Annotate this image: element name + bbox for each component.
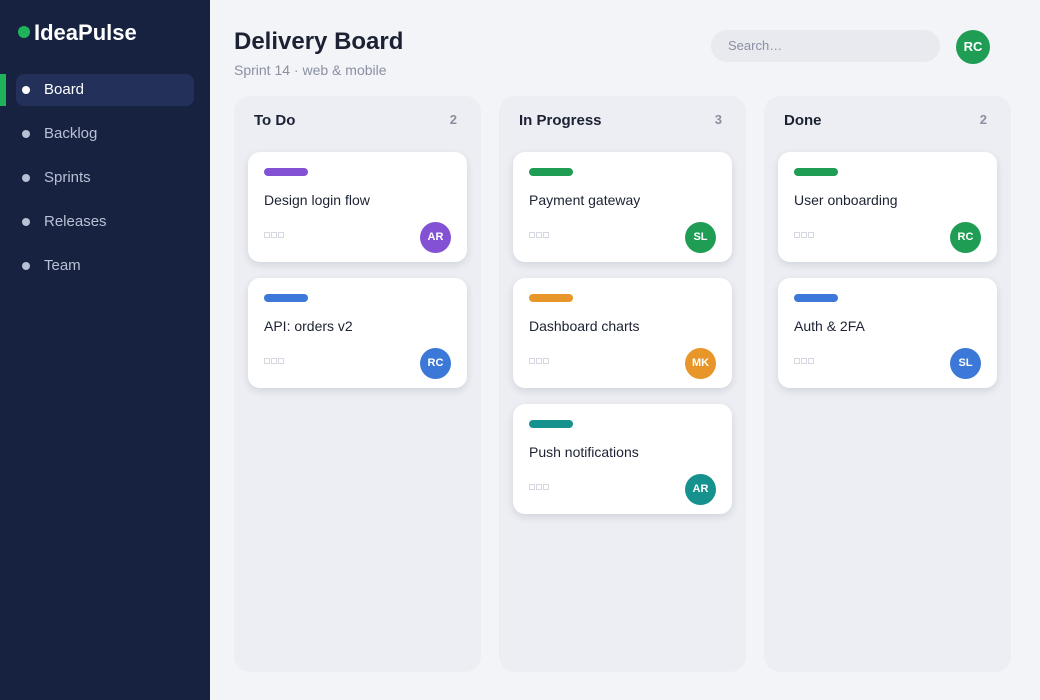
task-card[interactable]: User onboarding RC xyxy=(778,152,997,262)
nav-bullet xyxy=(22,218,30,226)
nav-bullet xyxy=(22,174,30,182)
task-card[interactable]: Auth & 2FA SL xyxy=(778,278,997,388)
column-title: In Progress xyxy=(519,112,602,129)
column: Done 2 User onboarding RC Auth & 2FA SL xyxy=(764,96,1011,672)
card-title: Payment gateway xyxy=(529,192,641,208)
meta-icon xyxy=(794,232,800,238)
meta-icon xyxy=(543,232,549,238)
nav-item[interactable]: Board xyxy=(16,74,194,106)
nav-item[interactable]: Sprints xyxy=(16,162,194,194)
meta-icon xyxy=(278,232,284,238)
card-tag xyxy=(794,294,838,302)
assignee-avatar: SL xyxy=(685,222,716,253)
card-title: User onboarding xyxy=(794,192,898,208)
meta-icon xyxy=(529,358,535,364)
meta-icon xyxy=(536,232,542,238)
card-tag xyxy=(529,294,573,302)
assignee-avatar: RC xyxy=(950,222,981,253)
page-subtitle: Sprint 14 · web & mobile xyxy=(234,62,387,78)
meta-icon xyxy=(808,358,814,364)
meta-icon xyxy=(801,358,807,364)
meta-icon xyxy=(536,484,542,490)
meta-icon xyxy=(529,232,535,238)
assignee-avatar: SL xyxy=(950,348,981,379)
search-input[interactable]: Search… xyxy=(711,30,940,62)
nav-bullet xyxy=(22,262,30,270)
card-tag xyxy=(529,168,573,176)
nav-item[interactable]: Backlog xyxy=(16,118,194,150)
column: In Progress 3 Payment gateway SL Dashboard c… xyxy=(499,96,746,672)
card-tag xyxy=(794,168,838,176)
assignee-avatar: AR xyxy=(420,222,451,253)
meta-icon xyxy=(529,484,535,490)
meta-icon xyxy=(543,358,549,364)
card-tag xyxy=(264,294,308,302)
column-count: 2 xyxy=(979,112,987,127)
active-indicator xyxy=(0,74,6,106)
card-title: Dashboard charts xyxy=(529,318,640,334)
meta-icon xyxy=(794,358,800,364)
task-card[interactable]: Payment gateway SL xyxy=(513,152,732,262)
column: To Do 2 Design login flow AR API: orders v2 R… xyxy=(234,96,481,672)
assignee-avatar: MK xyxy=(685,348,716,379)
meta-icon xyxy=(536,358,542,364)
logo-dot xyxy=(18,26,30,38)
nav-bullet xyxy=(22,130,30,138)
assignee-avatar: AR xyxy=(685,474,716,505)
column-count: 2 xyxy=(449,112,457,127)
card-title: Design login flow xyxy=(264,192,370,208)
nav-item[interactable]: Team xyxy=(16,250,194,282)
meta-icon xyxy=(264,358,270,364)
card-title: Push notifications xyxy=(529,444,639,460)
card-title: API: orders v2 xyxy=(264,318,353,334)
assignee-avatar: RC xyxy=(420,348,451,379)
nav-item[interactable]: Releases xyxy=(16,206,194,238)
card-tag xyxy=(529,420,573,428)
meta-icon xyxy=(543,484,549,490)
card-title: Auth & 2FA xyxy=(794,318,865,334)
meta-icon xyxy=(801,232,807,238)
logo: IdeaPulse xyxy=(34,20,137,45)
sidebar: IdeaPulse Board Backlog Sprints Releases Team xyxy=(0,0,210,700)
task-card[interactable]: Design login flow AR xyxy=(248,152,467,262)
meta-icon xyxy=(808,232,814,238)
task-card[interactable]: Dashboard charts MK xyxy=(513,278,732,388)
meta-icon xyxy=(264,232,270,238)
task-card[interactable]: Push notifications AR xyxy=(513,404,732,514)
nav-bullet xyxy=(22,86,30,94)
page-title: Delivery Board xyxy=(234,28,404,55)
meta-icon xyxy=(278,358,284,364)
column-title: To Do xyxy=(254,112,296,129)
meta-icon xyxy=(271,232,277,238)
user-avatar[interactable]: RC xyxy=(956,30,990,64)
task-card[interactable]: API: orders v2 RC xyxy=(248,278,467,388)
column-count: 3 xyxy=(714,112,722,127)
column-title: Done xyxy=(784,112,822,129)
meta-icon xyxy=(271,358,277,364)
card-tag xyxy=(264,168,308,176)
